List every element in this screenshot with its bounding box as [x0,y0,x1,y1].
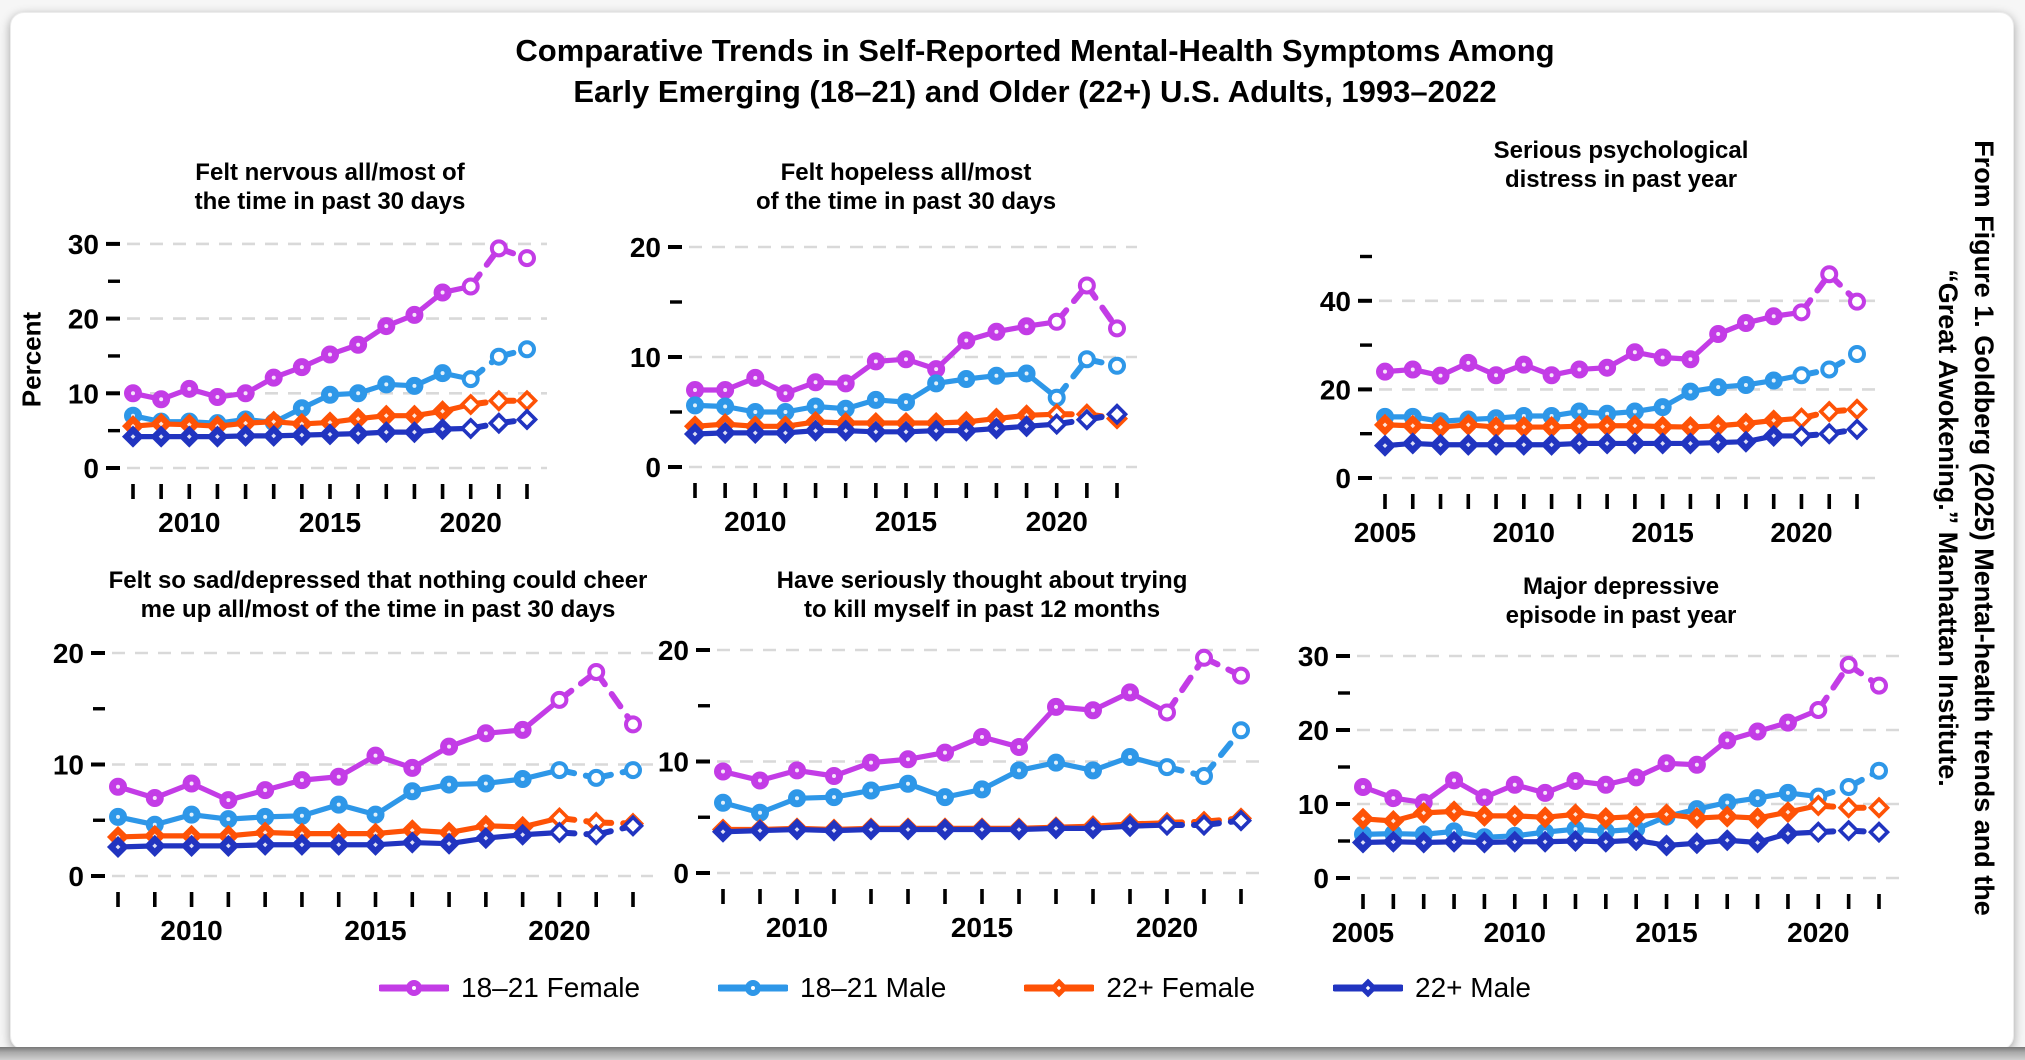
svg-text:2010: 2010 [1484,917,1546,948]
svg-text:2005: 2005 [1354,517,1416,548]
svg-text:0: 0 [83,453,99,484]
legend-item: 22+ Female [1024,972,1255,1004]
svg-text:2020: 2020 [528,915,590,946]
legend-label: 18–21 Male [800,972,947,1003]
svg-text:2010: 2010 [1493,517,1555,548]
legend-line-circle-icon [718,980,789,996]
legend: 18–21 Female 18–21 Male 22+ Female 22+ Male [130,972,1780,1004]
panel-title-mde: Major depressive episode in past year [1505,573,1737,629]
svg-text:0: 0 [645,452,661,483]
panel-title-nervous: Felt nervous all/most of the time in pas… [194,159,466,215]
legend-label: 22+ Female [1106,972,1256,1003]
svg-text:2020: 2020 [1770,517,1832,548]
panel-title-distress: Serious psychological distress in past y… [1493,137,1749,193]
svg-text:2020: 2020 [1787,917,1849,948]
svg-text:0: 0 [1313,863,1329,894]
panel-title-hopeless: Felt hopeless all/most of the time in pa… [755,159,1057,215]
legend-line-circle-icon [379,980,450,996]
source-caption-line2: “Great Awokening.” Manhattan Institute. [1933,269,1963,787]
svg-text:0: 0 [68,861,84,892]
svg-text:2020: 2020 [1136,912,1198,943]
svg-text:30: 30 [1298,641,1329,672]
legend-line-diamond-icon [1024,978,1095,998]
svg-text:20: 20 [630,232,661,263]
figure-title-line2: Early Emerging (18–21) and Older (22+) U… [573,74,1497,109]
legend-item: 18–21 Female [379,972,640,1004]
source-caption-line1: From Figure 1. Goldberg (2025) Mental-he… [1969,140,1999,916]
svg-text:2015: 2015 [344,915,406,946]
svg-text:2015: 2015 [875,506,937,537]
svg-text:40: 40 [1320,286,1351,317]
svg-text:20: 20 [1298,715,1329,746]
svg-text:2015: 2015 [951,912,1013,943]
svg-text:2015: 2015 [1631,517,1693,548]
svg-text:0: 0 [1335,463,1351,494]
legend-item: 22+ Male [1333,972,1531,1004]
legend-label: 22+ Male [1415,972,1531,1003]
svg-text:30: 30 [68,229,99,260]
svg-text:10: 10 [658,747,689,778]
source-caption: From Figure 1. Goldberg (2025) Mental-he… [1928,18,2002,1038]
svg-text:2010: 2010 [158,507,220,538]
panel-title-sad: Felt so sad/depressed that nothing could… [108,567,648,623]
svg-text:10: 10 [68,378,99,409]
y-axis-label-percent: Percent [16,311,47,408]
svg-text:2010: 2010 [160,915,222,946]
legend-item: 18–21 Male [718,972,946,1004]
svg-text:10: 10 [53,750,84,781]
legend-label: 18–21 Female [461,972,641,1003]
svg-text:20: 20 [53,638,84,669]
svg-text:10: 10 [630,342,661,373]
svg-text:20: 20 [658,635,689,666]
panel-title-suicidal-thoughts: Have seriously thought about trying to k… [776,567,1188,623]
svg-text:2020: 2020 [1026,506,1088,537]
svg-text:10: 10 [1298,789,1329,820]
svg-text:20: 20 [68,304,99,335]
svg-text:2020: 2020 [440,507,502,538]
svg-text:0: 0 [673,858,689,889]
legend-line-diamond-icon [1333,978,1404,998]
figure-title: Comparative Trends in Self-Reported Ment… [515,30,1554,112]
svg-text:2005: 2005 [1332,917,1394,948]
figure-title-line1: Comparative Trends in Self-Reported Ment… [515,33,1555,68]
svg-text:2015: 2015 [1635,917,1697,948]
svg-text:2010: 2010 [724,506,786,537]
svg-text:20: 20 [1320,374,1351,405]
svg-text:2010: 2010 [766,912,828,943]
window-bottom-strip [0,1047,2025,1060]
svg-text:2015: 2015 [299,507,361,538]
